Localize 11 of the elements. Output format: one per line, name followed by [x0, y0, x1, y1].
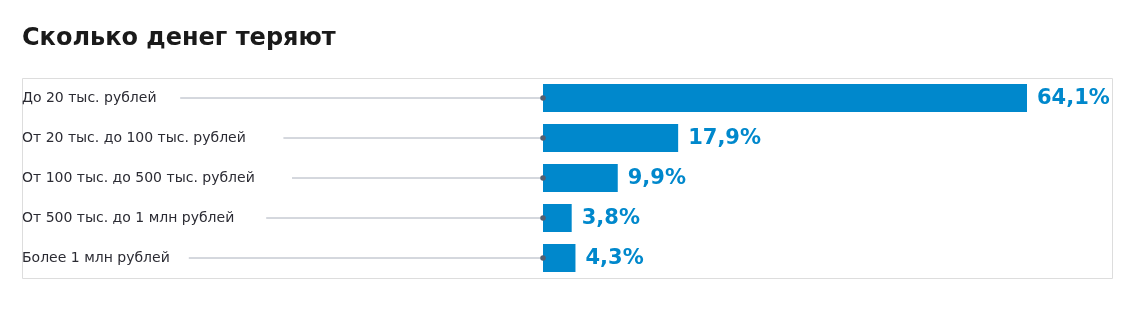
y-tick-label: Более 1 млн рублей — [22, 249, 170, 265]
text: Сколько денег теряют — [22, 23, 336, 51]
y-tick-label: От 100 тыс. до 500 тыс. рублей — [22, 169, 255, 185]
data-label: 4,3% — [585, 245, 644, 269]
data-label: 64,1% — [1037, 85, 1110, 109]
data-label: 17,9% — [688, 125, 762, 149]
y-tick-label: От 500 тыс. до 1 млн рублей — [22, 209, 235, 225]
y-tick-label: До 20 тыс. рублей — [22, 89, 157, 105]
y-tick-label: От 20 тыс. до 100 тыс. рублей — [22, 129, 246, 145]
data-label: 9,9% — [627, 165, 686, 189]
data-label: 3,8% — [581, 205, 640, 229]
